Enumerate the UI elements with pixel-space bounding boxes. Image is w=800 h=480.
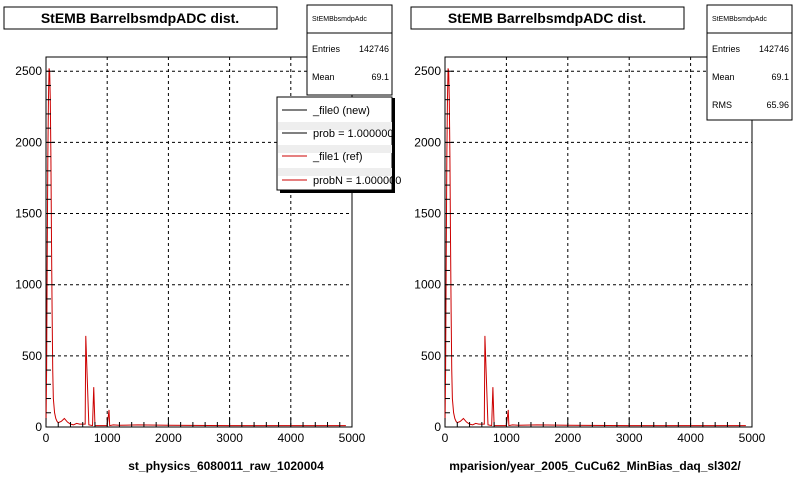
- panel-right: StEMB BarrelbsmdpADC dist. 0 1000 2000 3000…: [410, 4, 793, 473]
- panel-right-title: StEMB BarrelbsmdpADC dist.: [448, 10, 646, 26]
- x-axis-title-right: mparision/year_2005_CuCu62_MinBias_daq_s…: [449, 459, 741, 473]
- stats-right-entries-label: Entries: [712, 44, 741, 54]
- x-axis-right: 0 1000 2000 3000 4000 5000: [442, 418, 766, 445]
- stats-right-entries-value: 142746: [759, 44, 789, 54]
- y-tick-label: 1000: [15, 278, 42, 292]
- stats-right-mean-label: Mean: [712, 72, 735, 82]
- panel-left-title: StEMB BarrelbsmdpADC dist.: [41, 10, 239, 26]
- stats-right-name: StEMBbsmdpAdc: [712, 16, 767, 23]
- curves-left: [45, 68, 346, 428]
- legend-band-2: [278, 145, 392, 153]
- x-axis-left: 0 1000 2000 3000 4000 5000: [43, 418, 366, 445]
- x-tick-label: 5000: [739, 431, 766, 445]
- panel-left-title-box: [3, 6, 278, 30]
- legend-label-probN: probN = 1.000000: [313, 175, 401, 187]
- x-tick-label: 3000: [616, 431, 643, 445]
- stats-left-name: StEMBbsmdpAdc: [312, 16, 367, 23]
- series-curve-0: [45, 68, 346, 428]
- stats-right-rms-label: RMS: [712, 100, 732, 110]
- y-tick-label: 2000: [414, 135, 441, 149]
- panel-left: StEMB BarrelbsmdpADC dist. 0 1000 2000 3000…: [3, 4, 401, 473]
- x-tick-label: 0: [442, 431, 449, 445]
- x-tick-label: 0: [43, 431, 50, 445]
- x-tick-label: 1000: [493, 431, 520, 445]
- y-tick-label: 2500: [414, 64, 441, 78]
- legend-label-file0: _file0 (new): [312, 105, 370, 117]
- y-tick-label: 2000: [15, 135, 42, 149]
- y-tick-label: 1500: [414, 207, 441, 221]
- stats-box-right: [706, 4, 793, 121]
- y-axis-left: 0 500 1000 1500 2000 2500: [15, 64, 55, 434]
- x-axis-title-left: st_physics_6080011_raw_1020004: [128, 459, 324, 473]
- y-tick-label: 0: [434, 420, 441, 434]
- legend-label-file1: _file1 (ref): [312, 151, 363, 163]
- legend-band-3: [278, 168, 392, 176]
- x-tick-label: 1000: [94, 431, 121, 445]
- stats-right-mean-value: 69.1: [771, 72, 789, 82]
- y-tick-label: 500: [22, 349, 42, 363]
- stats-right-rms-value: 65.96: [766, 100, 789, 110]
- legend-label-prob: prob = 1.000000: [313, 128, 393, 140]
- legend-band-1: [278, 122, 392, 130]
- x-tick-label: 5000: [339, 431, 366, 445]
- y-tick-label: 1000: [414, 278, 441, 292]
- y-axis-right: 0 500 1000 1500 2000 2500: [414, 64, 454, 434]
- x-tick-label: 4000: [677, 431, 704, 445]
- series-curve-0: [444, 68, 746, 428]
- x-tick-label: 2000: [155, 431, 182, 445]
- stats-left-entries-value: 142746: [359, 44, 389, 54]
- y-tick-label: 0: [35, 420, 42, 434]
- x-tick-label: 2000: [554, 431, 581, 445]
- panel-right-title-box: [410, 6, 685, 30]
- stats-left-entries-label: Entries: [312, 44, 341, 54]
- curves-right: [444, 68, 746, 428]
- stats-left-mean-label: Mean: [312, 72, 335, 82]
- stats-box-left: [306, 4, 393, 96]
- x-tick-label: 4000: [277, 431, 304, 445]
- y-tick-label: 2500: [15, 64, 42, 78]
- x-tick-label: 3000: [216, 431, 243, 445]
- legend-entries: _file0 (new) prob = 1.000000 _file1 (ref…: [282, 105, 401, 187]
- y-tick-label: 500: [421, 349, 441, 363]
- y-tick-label: 1500: [15, 207, 42, 221]
- stats-left-mean-value: 69.1: [371, 72, 389, 82]
- grid-right: [445, 57, 752, 427]
